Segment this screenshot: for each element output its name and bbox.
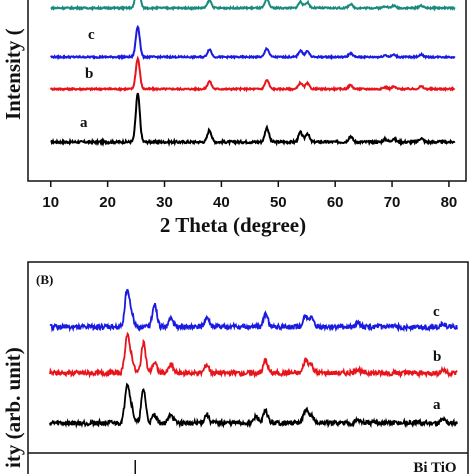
- panel-b-series-c: [49, 288, 458, 333]
- panel-b-y-axis-title: ity (arb. unit): [1, 347, 25, 468]
- x-tick-label-60: 60: [327, 194, 344, 211]
- panel-b-curve-label-c: c: [433, 304, 440, 320]
- reference-phase-label: Bi TiO: [413, 460, 456, 474]
- x-tick-label-50: 50: [270, 194, 287, 211]
- panel-a-frame: [27, 0, 467, 182]
- x-tick-label-20: 20: [99, 194, 116, 211]
- panel-a-curve-label-a: a: [80, 115, 88, 131]
- x-tick-label-70: 70: [384, 194, 401, 211]
- panel-a-curves: [49, 0, 456, 147]
- panel-a-series-top: [50, 0, 456, 12]
- panel-a-x-axis-title: 2 Theta (degree): [160, 213, 306, 237]
- panel-b-series-a: [49, 382, 458, 429]
- x-tick-label-10: 10: [42, 194, 59, 211]
- panel-a-series-a: [50, 92, 456, 147]
- panel-a-curve-label-c: c: [88, 27, 95, 43]
- x-tick-label-40: 40: [213, 194, 230, 211]
- panel-b: a b c Bi TiO (B) ity (arb. unit): [1, 261, 469, 474]
- x-tick-label-80: 80: [441, 194, 458, 211]
- panel-a-curve-labels: a b c: [80, 27, 95, 131]
- panel-a-y-axis-title: Intensity (: [1, 28, 25, 120]
- panel-b-curve-label-a: a: [433, 397, 441, 413]
- panel-a-curve-label-b: b: [85, 66, 93, 82]
- panel-a: 10 20 30 40 50 60 70 80 a b c 2 Theta (degree) In…: [1, 0, 467, 237]
- panel-b-frame: [27, 261, 469, 474]
- panel-b-label: (B): [36, 272, 53, 287]
- panel-b-curve-label-b: b: [433, 349, 441, 365]
- panel-a-series-b: [49, 55, 456, 93]
- panel-a-x-axis: 10 20 30 40 50 60 70 80: [42, 181, 457, 211]
- panel-b-curve-labels: a b c: [433, 304, 441, 413]
- panel-b-series-b: [49, 331, 458, 379]
- panel-b-curves: [49, 288, 458, 429]
- panel-a-series-c: [50, 24, 456, 61]
- x-tick-label-30: 30: [156, 194, 173, 211]
